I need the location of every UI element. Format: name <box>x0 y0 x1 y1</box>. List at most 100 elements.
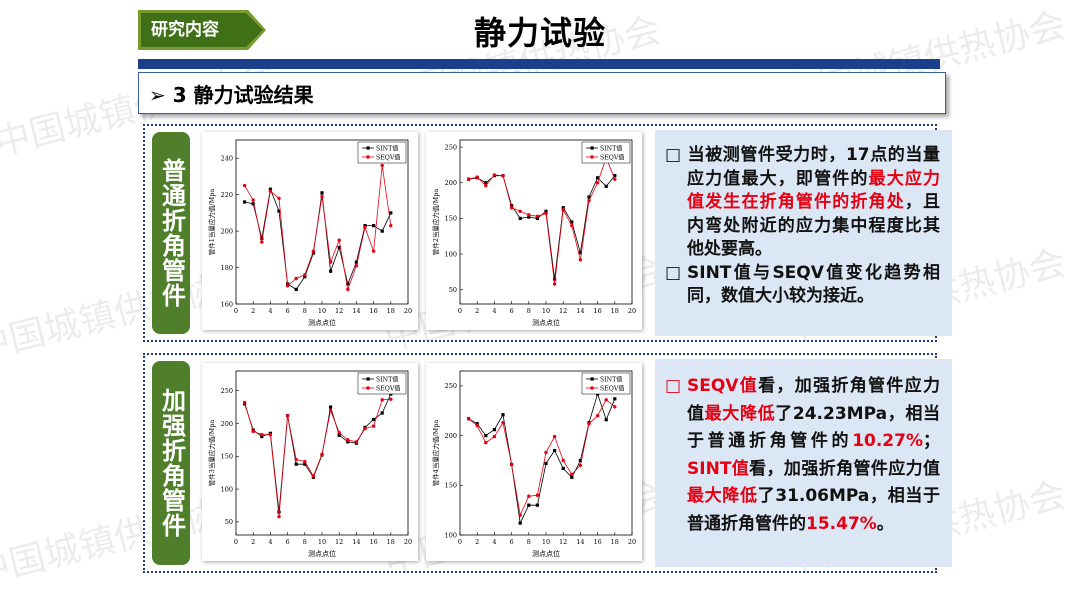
x-tick-label: 8 <box>527 538 531 546</box>
x-tick-label: 2 <box>475 307 479 315</box>
data-point-sint <box>303 275 307 279</box>
x-tick-label: 8 <box>527 307 531 315</box>
y-tick-label: 200 <box>221 420 233 428</box>
y-tick-label: 150 <box>445 215 457 223</box>
data-point-seqv <box>475 175 479 179</box>
data-point-seqv <box>311 474 316 478</box>
section-heading: ➢ 3 静力试验结果 <box>149 83 314 107</box>
x-tick-label: 8 <box>303 538 307 546</box>
data-point-seqv <box>570 472 574 477</box>
data-point-seqv <box>492 434 497 439</box>
x-tick-label: 8 <box>303 307 307 315</box>
data-point-seqv <box>285 284 290 288</box>
data-point-sint <box>553 277 557 281</box>
data-point-seqv <box>475 423 479 428</box>
data-point-sint <box>260 435 264 439</box>
body-text: 了31.06MPa，相当于普通折角管件的 <box>687 486 940 534</box>
y-axis-label: 管件3当量应力值/Mpa <box>207 420 216 487</box>
data-point-seqv <box>578 463 583 468</box>
data-point-seqv <box>595 414 600 418</box>
data-point-seqv <box>613 405 617 409</box>
data-point-seqv <box>303 459 307 464</box>
page-title: 静力试验 <box>473 14 606 52</box>
text-box: □ 当被测管件受力时，17点的当量应力值最大，即管件的最大应力值发生在折角管件的… <box>655 130 952 336</box>
data-point-seqv <box>311 249 316 253</box>
data-point-seqv <box>518 513 522 517</box>
data-point-seqv <box>320 452 324 457</box>
data-point-seqv <box>320 194 324 199</box>
data-point-sint <box>501 413 505 417</box>
data-point-seqv <box>527 494 531 498</box>
legend-swatch-marker <box>366 155 370 159</box>
highlight-text: 15.47% <box>806 513 877 534</box>
body-text: SINT值与SEQV值变化趋势相同，数值大小较为接近。 <box>687 262 940 307</box>
data-point-sint <box>492 428 496 432</box>
title-divider <box>138 59 940 69</box>
data-point-sint <box>294 462 298 466</box>
data-point-sint <box>380 229 384 233</box>
highlight-text: SINT值 <box>687 458 750 479</box>
data-point-seqv <box>595 181 600 185</box>
data-point-sint <box>561 206 565 210</box>
data-point-sint <box>475 422 479 426</box>
x-tick-label: 6 <box>286 307 290 315</box>
x-tick-label: 20 <box>404 307 412 315</box>
x-tick-label: 6 <box>510 538 514 546</box>
data-point-sint <box>329 269 333 273</box>
x-tick-label: 0 <box>458 538 462 546</box>
data-point-sint <box>354 260 358 264</box>
x-tick-label: 14 <box>352 538 360 546</box>
highlight-text: 最大应力值发生在折角管件的折角处 <box>687 168 941 213</box>
y-tick-label: 150 <box>445 482 457 490</box>
data-point-sint <box>544 209 548 213</box>
x-tick-label: 16 <box>369 538 377 546</box>
data-point-sint <box>510 204 514 208</box>
series-line-seqv <box>468 399 616 517</box>
data-point-seqv <box>303 273 307 277</box>
x-tick-label: 12 <box>559 307 567 315</box>
x-tick-label: 12 <box>335 538 343 546</box>
x-axis-label: 测点点位 <box>532 549 560 558</box>
legend-label: SEQV值 <box>376 384 400 392</box>
data-point-seqv <box>587 421 591 426</box>
data-point-sint <box>337 433 341 437</box>
data-point-seqv <box>578 258 583 262</box>
x-tick-label: 2 <box>475 538 479 546</box>
data-point-seqv <box>604 398 608 402</box>
x-axis-label: 测点点位 <box>308 318 336 327</box>
legend-box <box>581 141 631 164</box>
data-point-sint <box>570 220 574 224</box>
x-tick-label: 12 <box>335 307 343 315</box>
data-point-sint <box>518 521 522 525</box>
y-tick-label: 100 <box>445 250 457 258</box>
x-tick-label: 10 <box>542 538 550 546</box>
data-point-seqv <box>354 440 359 444</box>
data-point-seqv <box>587 198 591 203</box>
data-point-seqv <box>544 211 548 216</box>
x-tick-label: 2 <box>251 307 255 315</box>
legend-label: SINT值 <box>600 144 622 152</box>
data-point-seqv <box>535 493 540 497</box>
data-point-seqv <box>484 183 488 188</box>
legend-swatch-marker <box>590 146 594 150</box>
data-point-seqv <box>251 429 255 434</box>
data-point-sint <box>294 287 298 292</box>
data-point-sint <box>578 458 582 463</box>
data-point-seqv <box>294 457 298 462</box>
data-point-seqv <box>570 223 574 228</box>
data-point-sint <box>337 245 341 250</box>
data-point-sint <box>527 215 531 219</box>
x-tick-label: 18 <box>387 538 395 546</box>
data-point-sint <box>372 224 376 228</box>
chart-1: 0 2 4 6 8 10 12 14 16 18 20 160 180 200 220 240 测点点位 管件1当… <box>202 132 418 330</box>
data-point-sint <box>570 475 574 479</box>
section-heading-bar: ➢ 3 静力试验结果 <box>138 72 946 114</box>
panel-label-box: 普通折角管件 <box>152 132 190 334</box>
data-point-seqv <box>552 282 557 286</box>
data-point-seqv <box>466 417 471 421</box>
legend-swatch-marker <box>366 146 370 150</box>
body-text: 。 <box>876 513 894 534</box>
data-point-seqv <box>260 432 264 437</box>
y-tick-label: 50 <box>449 286 457 294</box>
data-point-seqv <box>389 397 393 401</box>
